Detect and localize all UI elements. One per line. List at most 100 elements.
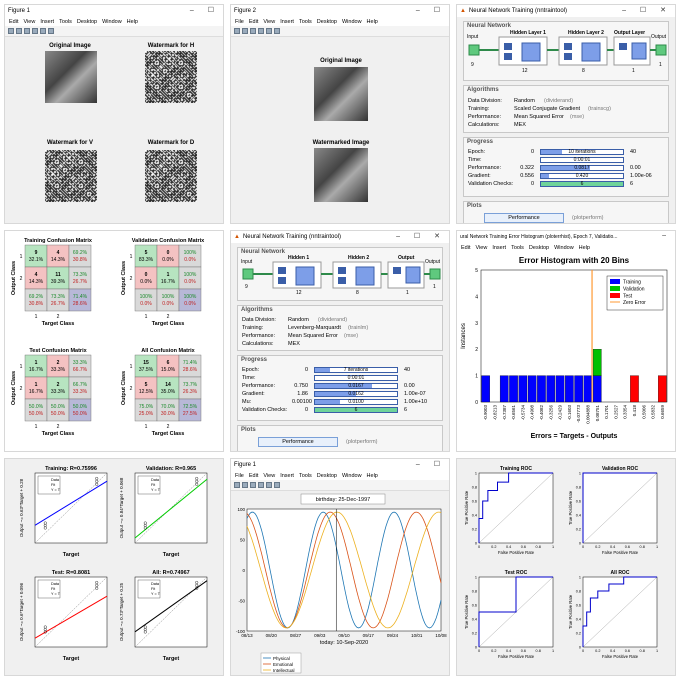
menu-item-window[interactable]: Window bbox=[102, 18, 122, 25]
menu-item-help[interactable]: Help bbox=[126, 18, 138, 25]
window-controls[interactable]: – ☐ bbox=[415, 461, 446, 468]
network-diagram bbox=[468, 36, 667, 66]
performance-plot-button[interactable]: Performance bbox=[258, 437, 338, 447]
confusion-cell bbox=[178, 288, 202, 312]
new-figure-icon[interactable] bbox=[234, 482, 240, 488]
datacursor-icon[interactable] bbox=[266, 482, 272, 488]
new-figure-icon[interactable] bbox=[8, 28, 14, 34]
window-controls[interactable]: – ☐ bbox=[415, 7, 446, 14]
histogram-bar bbox=[546, 375, 556, 403]
open-icon[interactable] bbox=[242, 482, 248, 488]
datacursor-icon[interactable] bbox=[266, 28, 272, 34]
window-controls[interactable]: – ☐ bbox=[189, 7, 220, 14]
menu-item-file[interactable]: File bbox=[235, 472, 244, 479]
y-tick-label: 0.2 bbox=[576, 528, 581, 532]
x-tick-label: 0.8 bbox=[640, 545, 645, 549]
menu-item-window[interactable]: Window bbox=[341, 472, 362, 479]
confusion-cell-percent: 0.0% bbox=[140, 301, 152, 307]
figure-toolbar bbox=[231, 480, 449, 491]
legend-label: Data bbox=[151, 582, 160, 586]
save-icon[interactable] bbox=[24, 28, 30, 34]
menu-item-insert[interactable]: Insert bbox=[280, 18, 294, 25]
fit-line bbox=[34, 595, 108, 639]
menu-item-view[interactable]: View bbox=[475, 244, 488, 251]
roc-title: Test ROC bbox=[505, 570, 528, 576]
confusion-cell-percent: 50.0% bbox=[51, 411, 66, 417]
nntraintool-window-1: ▲ Neural Network Training (nntraintool) … bbox=[456, 4, 676, 224]
pointer-icon[interactable] bbox=[274, 482, 280, 488]
chance-line bbox=[478, 472, 554, 544]
algo-val-division: Random bbox=[514, 98, 535, 104]
confusion-cell bbox=[156, 354, 180, 378]
menu-item-edit[interactable]: Edit bbox=[248, 472, 259, 479]
progress-bar: 7 iterations bbox=[314, 367, 398, 373]
menu-item-desktop[interactable]: Desktop bbox=[316, 472, 337, 479]
print-icon[interactable] bbox=[32, 28, 38, 34]
progress-end: 40 bbox=[404, 367, 411, 373]
window-controls[interactable]: – bbox=[662, 232, 672, 239]
progress-bar-fill bbox=[315, 384, 373, 388]
menu-item-help[interactable]: Help bbox=[366, 472, 378, 479]
confusion-cell bbox=[134, 376, 158, 400]
x-tick-label: -0.9003 bbox=[483, 405, 488, 421]
regression-title: Training: R=0.75996 bbox=[45, 466, 97, 472]
confusion-cell-percent: 30.8% bbox=[73, 257, 88, 263]
pointer-icon[interactable] bbox=[48, 28, 54, 34]
save-icon[interactable] bbox=[250, 28, 256, 34]
x-tick-label: 0.2527 bbox=[613, 405, 618, 419]
x-tick-label: 0.8 bbox=[536, 545, 541, 549]
open-icon[interactable] bbox=[16, 28, 22, 34]
x-tick-label: -0.4908 bbox=[530, 405, 535, 421]
menu-item-help[interactable]: Help bbox=[578, 244, 590, 251]
menu-item-tools[interactable]: Tools bbox=[59, 18, 72, 25]
menu-item-tools[interactable]: Tools bbox=[511, 244, 524, 251]
menu-item-tools[interactable]: Tools bbox=[298, 18, 312, 25]
print-icon[interactable] bbox=[258, 482, 264, 488]
menu-item-edit[interactable]: Edit bbox=[461, 244, 471, 251]
menu-item-desktop[interactable]: Desktop bbox=[316, 18, 337, 25]
menu-item-insert[interactable]: Insert bbox=[40, 18, 55, 25]
regression-title: Test: R=0.8081 bbox=[52, 570, 90, 576]
x-tick-label: 1 bbox=[552, 649, 554, 653]
menu-item-window[interactable]: Window bbox=[341, 18, 362, 25]
menu-item-file[interactable]: File bbox=[235, 18, 244, 25]
regression-xlabel: Target bbox=[63, 552, 80, 558]
confusion-cell-value: 73.7% bbox=[183, 382, 198, 388]
menu-item-insert[interactable]: Insert bbox=[280, 472, 294, 479]
new-figure-icon[interactable] bbox=[234, 28, 240, 34]
confusion-cell-percent: 0.0% bbox=[184, 301, 196, 307]
performance-plot-button[interactable]: Performance bbox=[484, 213, 564, 223]
menu-item-edit[interactable]: Edit bbox=[9, 18, 19, 25]
group-heading: Progress bbox=[241, 357, 268, 363]
pointer-icon[interactable] bbox=[274, 28, 280, 34]
print-icon[interactable] bbox=[258, 28, 264, 34]
menu-item-tools[interactable]: Tools bbox=[298, 472, 312, 479]
menu-item-desktop[interactable]: Desktop bbox=[76, 18, 98, 25]
datacursor-icon[interactable] bbox=[40, 28, 46, 34]
menu-item-desktop[interactable]: Desktop bbox=[528, 244, 550, 251]
window-controls[interactable]: – ☐ ✕ bbox=[396, 233, 446, 240]
confusion-cell bbox=[46, 354, 70, 378]
histogram-bar bbox=[537, 375, 546, 403]
identity-line bbox=[34, 472, 108, 544]
menu-item-view[interactable]: View bbox=[263, 472, 276, 479]
confusion-cell-percent: 15.0% bbox=[161, 367, 176, 373]
layer3-size: 1 bbox=[632, 68, 635, 74]
open-icon[interactable] bbox=[242, 28, 248, 34]
save-icon[interactable] bbox=[250, 482, 256, 488]
confusion-cell-percent: 33.3% bbox=[73, 389, 88, 395]
network-diagram bbox=[242, 261, 441, 289]
menu-item-window[interactable]: Window bbox=[554, 244, 574, 251]
window-title: Figure 1 bbox=[234, 462, 257, 468]
confusion-cell-value: 1 bbox=[167, 272, 170, 278]
menu-item-insert[interactable]: Insert bbox=[492, 244, 507, 251]
menu-item-view[interactable]: View bbox=[263, 18, 276, 25]
progress-start: 0 bbox=[530, 149, 534, 155]
menu-item-help[interactable]: Help bbox=[366, 18, 378, 25]
menu-item-edit[interactable]: Edit bbox=[248, 18, 259, 25]
menu-item-view[interactable]: View bbox=[23, 18, 36, 25]
window-controls[interactable]: – ☐ ✕ bbox=[622, 7, 672, 14]
confusion-cell bbox=[178, 266, 202, 290]
roc-title: Validation ROC bbox=[602, 466, 639, 472]
figure1-window: Figure 1 – ☐ Edit View Insert Tools Desk… bbox=[4, 4, 224, 224]
